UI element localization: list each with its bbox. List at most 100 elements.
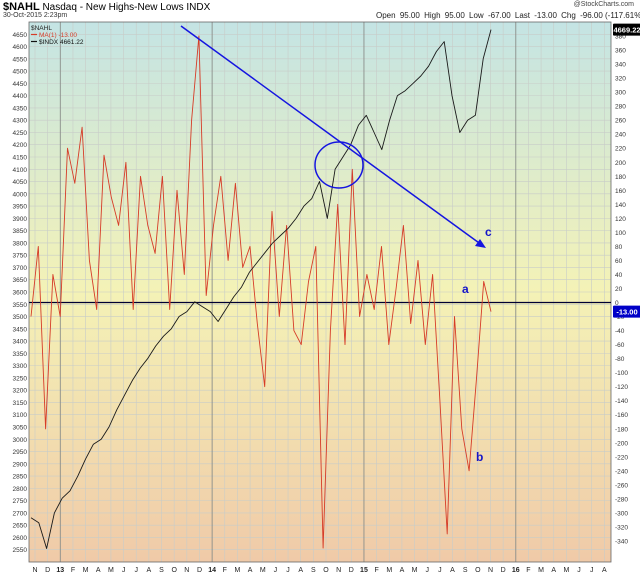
- x-tick-label: F: [374, 567, 378, 574]
- x-tick-label: M: [235, 567, 241, 574]
- right-tick-label: 260: [615, 118, 626, 125]
- left-tick-label: 2650: [13, 523, 28, 530]
- left-tick-label: 4200: [13, 142, 28, 149]
- x-tick-label: O: [171, 567, 177, 574]
- timestamp: 30-Oct-2015 2:23pm: [3, 12, 68, 19]
- left-tick-label: 3750: [13, 253, 28, 260]
- left-tick-label: 4150: [13, 155, 28, 162]
- x-tick-label: J: [122, 567, 126, 574]
- trend-arrow-line: [180, 25, 481, 245]
- x-tick-label: F: [526, 567, 530, 574]
- x-tick-label: A: [602, 567, 607, 574]
- right-tick-label: 120: [615, 216, 626, 223]
- right-tick-label: 180: [615, 174, 626, 181]
- right-tick-label: 280: [615, 104, 626, 111]
- legend-entry: $NAHL: [31, 25, 52, 32]
- left-tick-label: 2700: [13, 510, 28, 517]
- right-tick-label: -180: [615, 426, 628, 433]
- chart-title: $NAHL Nasdaq - New Highs-New Lows INDX: [3, 1, 210, 13]
- right-tick-label: -340: [615, 538, 628, 545]
- x-tick-label: N: [336, 567, 341, 574]
- nahl-badge-text: -13.00: [616, 308, 637, 317]
- plot-border: [28, 21, 612, 563]
- left-tick-label: 4550: [13, 56, 28, 63]
- x-tick-label: S: [159, 567, 164, 574]
- left-tick-label: 4400: [13, 93, 28, 100]
- right-tick-label: -120: [615, 384, 628, 391]
- x-tick-label: O: [475, 567, 481, 574]
- right-tick-label: 200: [615, 160, 626, 167]
- left-tick-label: 3400: [13, 339, 28, 346]
- left-tick-label: 2600: [13, 535, 28, 542]
- left-tick-label: 3050: [13, 425, 28, 432]
- x-tick-label: M: [386, 567, 392, 574]
- left-tick-label: 3850: [13, 228, 28, 235]
- right-tick-label: 300: [615, 90, 626, 97]
- right-tick-label: 140: [615, 202, 626, 209]
- x-tick-label: F: [71, 567, 75, 574]
- x-tick-label: J: [274, 567, 278, 574]
- x-tick-label: A: [96, 567, 101, 574]
- x-tick-label: J: [577, 567, 581, 574]
- left-tick-label: 2850: [13, 474, 28, 481]
- left-tick-label: 3800: [13, 240, 28, 247]
- open-label: Open: [376, 11, 396, 20]
- legend-entry: MA(1) -13.00: [39, 32, 77, 39]
- left-tick-label: 4250: [13, 130, 28, 137]
- x-tick-label: M: [83, 567, 89, 574]
- right-tick-label: -220: [615, 454, 628, 461]
- right-tick-label: -140: [615, 398, 628, 405]
- left-tick-label: 3700: [13, 265, 28, 272]
- ohlc-readout: Open 95.00 High 95.00 Low -67.00 Last -1…: [376, 11, 640, 20]
- left-tick-label: 4500: [13, 69, 28, 76]
- low-value: -67.00: [487, 11, 511, 20]
- right-tick-label: -100: [615, 370, 628, 377]
- right-tick-label: -80: [615, 356, 625, 363]
- left-tick-label: 3900: [13, 216, 28, 223]
- chg-value: -96.00 (-117.61%): [580, 11, 640, 20]
- right-tick-label: 40: [615, 272, 623, 279]
- x-tick-label: 13: [56, 567, 64, 574]
- x-tick-label: A: [400, 567, 405, 574]
- left-tick-label: 3500: [13, 314, 28, 321]
- right-tick-label: 320: [615, 76, 626, 83]
- indx-badge-text: 4669.22: [613, 26, 640, 35]
- left-tick-label: 4600: [13, 44, 28, 51]
- right-tick-label: 240: [615, 132, 626, 139]
- x-tick-label: D: [197, 567, 202, 574]
- x-tick-label: 15: [360, 567, 368, 574]
- right-tick-label: -60: [615, 342, 625, 349]
- left-tick-label: 3250: [13, 375, 28, 382]
- x-tick-label: 16: [512, 567, 520, 574]
- right-tick-label: 380: [615, 34, 626, 41]
- right-tick-label: 160: [615, 188, 626, 195]
- left-tick-label: 2900: [13, 461, 28, 468]
- left-tick-label: 3150: [13, 400, 28, 407]
- x-tick-label: J: [438, 567, 442, 574]
- indx-badge: 4669.22: [613, 23, 640, 36]
- x-tick-label: M: [563, 567, 569, 574]
- x-tick-label: A: [248, 567, 253, 574]
- right-tick-label: -280: [615, 496, 628, 503]
- x-tick-label: M: [538, 567, 544, 574]
- right-tick-label: 100: [615, 230, 626, 237]
- symbol-label: $NAHL: [3, 1, 40, 13]
- indx-badge-bg: [613, 23, 640, 36]
- x-tick-label: S: [463, 567, 468, 574]
- high-value: 95.00: [444, 11, 465, 20]
- low-label: Low: [469, 11, 484, 20]
- x-tick-label: O: [323, 567, 329, 574]
- left-tick-label: 2950: [13, 449, 28, 456]
- x-tick-label: J: [590, 567, 594, 574]
- right-tick-label: -260: [615, 482, 628, 489]
- nahl-badge-bg: [613, 305, 640, 318]
- x-tick-label: J: [425, 567, 429, 574]
- brand-label: @StockCharts.com: [573, 1, 634, 8]
- right-tick-label: -160: [615, 412, 628, 419]
- left-tick-label: 4350: [13, 105, 28, 112]
- last-label: Last: [514, 11, 530, 20]
- indx-series-line: [30, 29, 492, 549]
- description-label: Nasdaq - New Highs-New Lows INDX: [42, 2, 211, 13]
- left-tick-label: 4100: [13, 167, 28, 174]
- wave-label: a: [462, 282, 469, 296]
